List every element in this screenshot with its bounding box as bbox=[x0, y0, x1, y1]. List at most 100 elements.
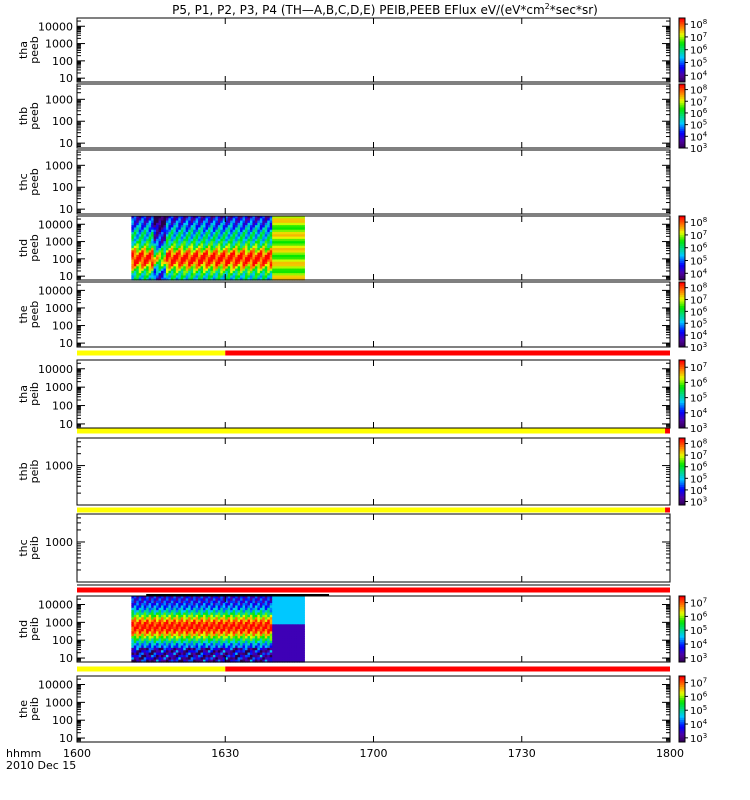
colorbar-tick-label: 103 bbox=[690, 496, 707, 509]
colorbar-tick-label: 105 bbox=[690, 255, 707, 268]
spectrogram-thdpeib bbox=[131, 596, 305, 663]
y-tick-label: 100 bbox=[52, 634, 73, 647]
y-tick-label: 10 bbox=[59, 652, 73, 665]
y-tick-label: 100 bbox=[52, 115, 73, 128]
panel-ylabel-product: peeb bbox=[28, 102, 41, 130]
panel-frame bbox=[76, 281, 671, 348]
colorbar-tick-label: 105 bbox=[690, 624, 707, 637]
panel-ylabel-sc: tha bbox=[17, 385, 30, 403]
colorbar-tick-label: 103 bbox=[690, 732, 707, 745]
panel-ylabel-sc: thb bbox=[17, 462, 30, 480]
colorbar-tick-label: 104 bbox=[690, 407, 708, 420]
colorbar-tick-label: 105 bbox=[690, 704, 707, 717]
y-tick-label: 1000 bbox=[45, 381, 73, 394]
colorbar-tick-label: 104 bbox=[690, 718, 708, 731]
x-tick-label: 1600 bbox=[63, 747, 91, 760]
flag-bar-red bbox=[225, 350, 670, 356]
colorbar-frame bbox=[678, 595, 686, 663]
colorbar-tick-label: 108 bbox=[690, 438, 707, 451]
y-tick-label: 100 bbox=[52, 181, 73, 194]
panel-ylabel-product: peib bbox=[28, 617, 41, 641]
panel-frame bbox=[76, 83, 671, 149]
x-axis-format-label: hhmm bbox=[6, 747, 41, 760]
x-axis-date-label: 2010 Dec 15 bbox=[6, 759, 76, 772]
y-tick-label: 100 bbox=[52, 320, 73, 333]
colorbar-tick-label: 106 bbox=[690, 376, 708, 389]
colorbar-tick-label: 106 bbox=[690, 690, 708, 703]
colorbar-tick-label: 103 bbox=[690, 652, 707, 665]
y-tick-label: 10 bbox=[59, 270, 73, 283]
colorbar-tick-label: 105 bbox=[690, 57, 707, 70]
colorbar-tick-label: 104 bbox=[690, 69, 708, 82]
panel-ylabel-sc: thc bbox=[17, 173, 30, 190]
y-tick-label: 1000 bbox=[45, 536, 73, 549]
y-tick-label: 10000 bbox=[38, 363, 73, 376]
panel-frame bbox=[76, 359, 671, 429]
colorbar-frame bbox=[678, 281, 686, 348]
y-tick-label: 1000 bbox=[45, 696, 73, 709]
colorbar-tick-label: 105 bbox=[690, 472, 707, 485]
panel-stack: 10100100010000thapeeb1041051061071081010… bbox=[17, 17, 708, 745]
panel-ylabel-product: peeb bbox=[28, 234, 41, 262]
x-tick-label: 1800 bbox=[656, 747, 684, 760]
colorbar-tick-label: 105 bbox=[690, 119, 707, 132]
y-tick-label: 10000 bbox=[38, 218, 73, 231]
panel-ylabel-product: peib bbox=[28, 382, 41, 406]
colorbar-tick-label: 103 bbox=[690, 341, 707, 354]
panel-ylabel-product: peeb bbox=[28, 168, 41, 196]
colorbar-tick-label: 106 bbox=[690, 305, 708, 318]
y-tick-label: 1000 bbox=[45, 616, 73, 629]
x-tick-label: 1630 bbox=[211, 747, 239, 760]
panel-ylabel-product: peeb bbox=[28, 301, 41, 329]
y-tick-label: 10 bbox=[59, 137, 73, 150]
y-tick-label: 1000 bbox=[45, 159, 73, 172]
colorbar-tick-label: 106 bbox=[690, 461, 708, 474]
colorbar-tick-label: 107 bbox=[690, 449, 707, 462]
y-tick-label: 100 bbox=[52, 253, 73, 266]
colorbar-tick-label: 103 bbox=[690, 422, 707, 435]
panel-ylabel-sc: tha bbox=[17, 41, 30, 59]
colorbar-tick-label: 106 bbox=[690, 610, 708, 623]
y-tick-label: 10000 bbox=[38, 599, 73, 612]
flag-bar-red bbox=[225, 666, 670, 672]
colorbar-tick-label: 106 bbox=[690, 242, 708, 255]
x-tick-label: 1730 bbox=[508, 747, 536, 760]
colorbar-tick-label: 107 bbox=[690, 31, 707, 44]
flag-bar-red bbox=[77, 587, 670, 593]
flag-bar-yellow bbox=[77, 507, 666, 513]
colorbar-tick-label: 107 bbox=[690, 294, 707, 307]
y-tick-label: 10 bbox=[59, 203, 73, 216]
flag-bar-yellow bbox=[77, 666, 226, 672]
flag-bar-yellow bbox=[77, 350, 226, 356]
spectrogram-thdpeeb bbox=[131, 216, 305, 281]
colorbar-frame bbox=[678, 359, 686, 429]
panel-frame bbox=[76, 675, 671, 743]
colorbar-tick-label: 107 bbox=[690, 229, 707, 242]
panel-ylabel-product: peeb bbox=[28, 36, 41, 64]
colorbar-tick-label: 106 bbox=[690, 44, 708, 57]
y-tick-label: 1000 bbox=[45, 460, 73, 473]
colorbar-tick-label: 107 bbox=[690, 597, 707, 610]
colorbar-tick-label: 104 bbox=[690, 267, 708, 280]
y-tick-label: 10 bbox=[59, 337, 73, 350]
colorbar-tick-label: 108 bbox=[690, 84, 707, 97]
colorbar-tick-label: 104 bbox=[690, 130, 708, 143]
colorbar-frame bbox=[678, 437, 686, 506]
colorbar-tick-label: 103 bbox=[690, 142, 707, 155]
y-tick-label: 10000 bbox=[38, 284, 73, 297]
